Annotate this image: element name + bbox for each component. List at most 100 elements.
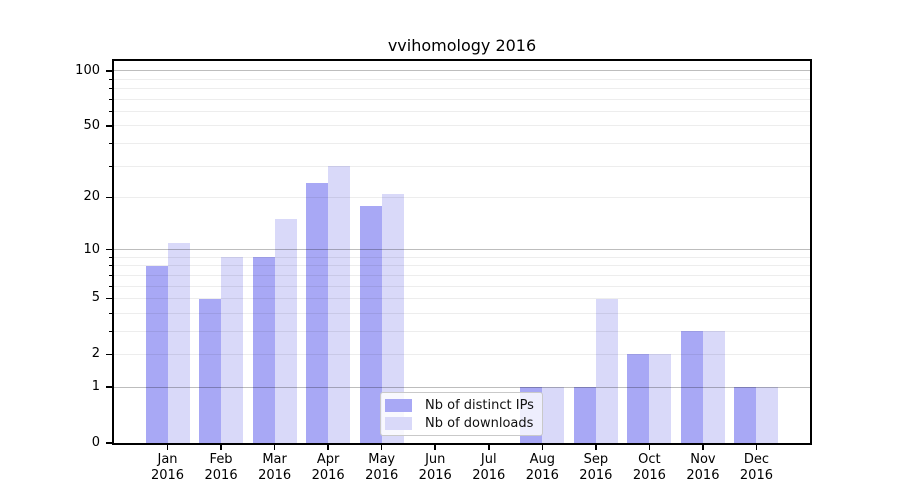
gridline-minor-50	[114, 125, 810, 127]
bar-nb-of-distinct-ips-oct	[627, 354, 650, 443]
x-tick-jan	[166, 445, 169, 450]
x-tick-mar	[273, 445, 276, 450]
x-tick-month: Aug	[529, 452, 555, 467]
x-tick-label-nov: Nov 2016	[675, 452, 731, 484]
gridline-minor-70	[114, 98, 810, 100]
gridline-major-100	[114, 70, 810, 72]
gridline-minor-40	[114, 142, 810, 144]
y-tick-label-50: 50	[83, 117, 100, 133]
gridline-minor-3	[114, 330, 810, 332]
x-tick-year: 2016	[365, 468, 399, 483]
x-tick-year: 2016	[686, 468, 720, 483]
x-tick-month: Sep	[583, 452, 609, 467]
x-tick-feb	[220, 445, 222, 450]
y-minor-tick-20	[109, 196, 112, 198]
x-tick-label-jun: Jun 2016	[407, 452, 463, 484]
x-tick-year: 2016	[579, 468, 613, 483]
x-tick-month: Dec	[743, 452, 770, 467]
bar-nb-of-distinct-ips-may	[359, 205, 382, 443]
legend-label-downloads: Nb of downloads	[425, 415, 534, 431]
y-minor-tick-5	[109, 297, 112, 299]
y-minor-tick-40	[109, 142, 112, 144]
x-tick-year: 2016	[204, 468, 238, 483]
y-tick-label-100: 100	[75, 62, 100, 78]
x-tick-nov	[702, 445, 704, 450]
y-minor-tick-6	[109, 285, 112, 287]
gridline-minor-8	[114, 265, 810, 267]
legend-item-downloads: Nb of downloads	[385, 416, 536, 431]
gridline-minor-90	[114, 78, 810, 80]
x-tick-year: 2016	[258, 468, 292, 483]
right-spine	[810, 59, 812, 445]
x-tick-year: 2016	[150, 468, 185, 483]
bar-nb-of-distinct-ips-apr	[306, 183, 329, 443]
y-minor-tick-50	[109, 125, 112, 127]
x-tick-label-jul: Jul 2016	[461, 452, 517, 484]
y-minor-tick-80	[109, 88, 112, 90]
bar-nb-of-distinct-ips-feb	[199, 298, 222, 443]
x-tick-label-apr: Apr 2016	[300, 452, 356, 484]
x-tick-dec	[755, 445, 758, 450]
y-minor-tick-70	[109, 98, 112, 100]
x-tick-label-sep: Sep 2016	[568, 452, 624, 484]
x-tick-month: Mar	[262, 452, 287, 467]
bar-nb-of-downloads-apr	[328, 166, 351, 443]
x-tick-apr	[327, 445, 329, 450]
x-tick-label-jan: Jan 2016	[140, 452, 196, 484]
x-tick-year: 2016	[632, 468, 666, 483]
y-tick-label-20: 20	[83, 189, 100, 205]
bar-nb-of-downloads-feb	[221, 257, 244, 443]
plot-area	[114, 61, 810, 443]
x-tick-year: 2016	[739, 468, 773, 483]
bar-nb-of-distinct-ips-jan	[145, 265, 168, 443]
bar-nb-of-downloads-jan	[167, 242, 190, 443]
x-tick-label-oct: Oct 2016	[621, 452, 677, 484]
bar-nb-of-downloads-oct	[649, 354, 672, 443]
bottom-spine	[112, 443, 812, 445]
x-tick-month: Nov	[690, 452, 716, 467]
x-tick-label-mar: Mar 2016	[247, 452, 303, 484]
gridline-minor-4	[114, 312, 810, 314]
gridline-minor-80	[114, 88, 810, 90]
y-tick-0	[106, 442, 112, 444]
y-tick-label-2: 2	[91, 346, 100, 362]
legend-swatch-downloads	[385, 416, 412, 430]
gridline-major-1	[114, 386, 810, 388]
y-tick-10	[106, 248, 112, 251]
x-tick-aug	[541, 445, 544, 450]
gridline-minor-2	[114, 353, 810, 355]
x-tick-year: 2016	[525, 468, 559, 483]
y-minor-tick-4	[109, 312, 112, 314]
y-minor-tick-3	[109, 330, 112, 332]
x-tick-label-may: May 2016	[354, 452, 410, 484]
x-tick-label-feb: Feb 2016	[193, 452, 249, 484]
bar-nb-of-downloads-nov	[702, 331, 725, 443]
bar-nb-of-downloads-dec	[756, 387, 779, 443]
gridline-minor-6	[114, 285, 810, 287]
gridline-minor-5	[114, 298, 810, 299]
top-spine	[112, 59, 812, 61]
legend-swatch-distinct-ips	[385, 398, 412, 412]
y-minor-tick-2	[109, 353, 112, 355]
y-tick-100	[106, 70, 112, 72]
x-tick-label-dec: Dec 2016	[728, 452, 784, 484]
gridline-minor-9	[114, 256, 810, 258]
x-tick-label-aug: Aug 2016	[514, 452, 570, 484]
y-minor-tick-8	[109, 265, 112, 267]
x-tick-month: Oct	[638, 452, 661, 467]
x-tick-oct	[648, 445, 651, 450]
x-tick-jun	[434, 445, 436, 450]
bar-nb-of-downloads-mar	[274, 219, 297, 443]
x-tick-month: Apr	[316, 452, 340, 467]
y-tick-1	[106, 386, 112, 388]
x-tick-month: Feb	[209, 452, 233, 467]
grid-layer	[114, 61, 810, 443]
gridline-minor-20	[114, 196, 810, 198]
legend-item-distinct-ips: Nb of distinct IPs	[385, 398, 536, 413]
x-tick-sep	[595, 445, 597, 450]
legend: Nb of distinct IPs Nb of downloads	[380, 392, 543, 436]
x-tick-year: 2016	[418, 468, 452, 483]
x-tick-month: May	[368, 452, 396, 467]
y-tick-label-10: 10	[83, 241, 100, 257]
y-tick-label-0: 0	[91, 435, 100, 450]
